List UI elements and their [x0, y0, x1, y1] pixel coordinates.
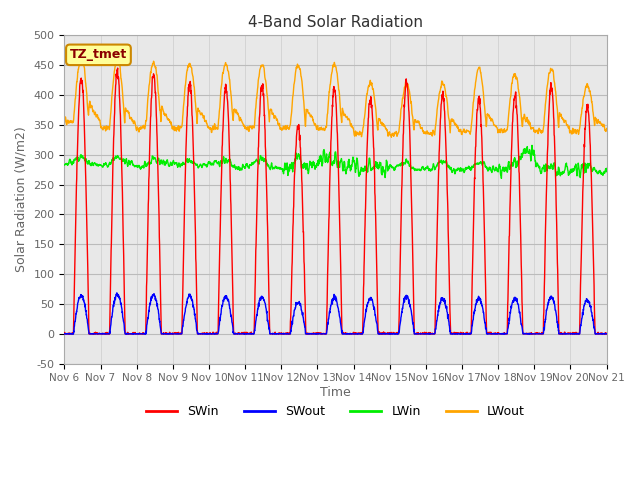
SWin [493, 331, 501, 337]
SWin [212, 331, 220, 337]
SWout [556, 331, 563, 336]
SWout [603, 331, 611, 336]
LWout [351, 130, 359, 136]
SWout [570, 331, 578, 337]
SWin [351, 330, 359, 336]
SWout [61, 331, 68, 336]
LWout [603, 126, 611, 132]
SWout [212, 331, 220, 337]
LWout [363, 91, 371, 96]
LWout [113, 55, 121, 61]
SWout [61, 331, 69, 337]
SWout [351, 331, 359, 337]
LWin [556, 166, 563, 172]
Text: TZ_tmet: TZ_tmet [70, 48, 127, 61]
Line: LWout: LWout [65, 58, 607, 137]
SWout [113, 290, 120, 296]
SWin [114, 65, 122, 71]
LWout [556, 115, 563, 120]
LWin [351, 165, 359, 171]
LWin [363, 168, 371, 174]
Y-axis label: Solar Radiation (W/m2): Solar Radiation (W/m2) [15, 127, 28, 273]
LWin [212, 158, 220, 164]
LWin [493, 166, 500, 172]
SWin [61, 331, 68, 337]
LWout [61, 120, 68, 126]
LWout [212, 125, 220, 131]
SWin [570, 330, 578, 336]
Title: 4-Band Solar Radiation: 4-Band Solar Radiation [248, 15, 423, 30]
LWin [61, 162, 68, 168]
SWout [493, 331, 501, 336]
LWin [528, 143, 536, 148]
LWin [603, 169, 611, 175]
Line: SWin: SWin [65, 68, 607, 334]
SWin [603, 331, 611, 337]
LWout [570, 128, 578, 134]
Legend: SWin, SWout, LWin, LWout: SWin, SWout, LWin, LWout [141, 400, 530, 423]
LWin [570, 166, 578, 172]
SWout [364, 303, 371, 309]
Line: SWout: SWout [65, 293, 607, 334]
Line: LWin: LWin [65, 145, 607, 179]
X-axis label: Time: Time [320, 386, 351, 399]
SWin [363, 146, 371, 152]
LWout [388, 134, 396, 140]
LWout [493, 126, 501, 132]
LWin [497, 176, 505, 181]
SWin [555, 331, 563, 337]
